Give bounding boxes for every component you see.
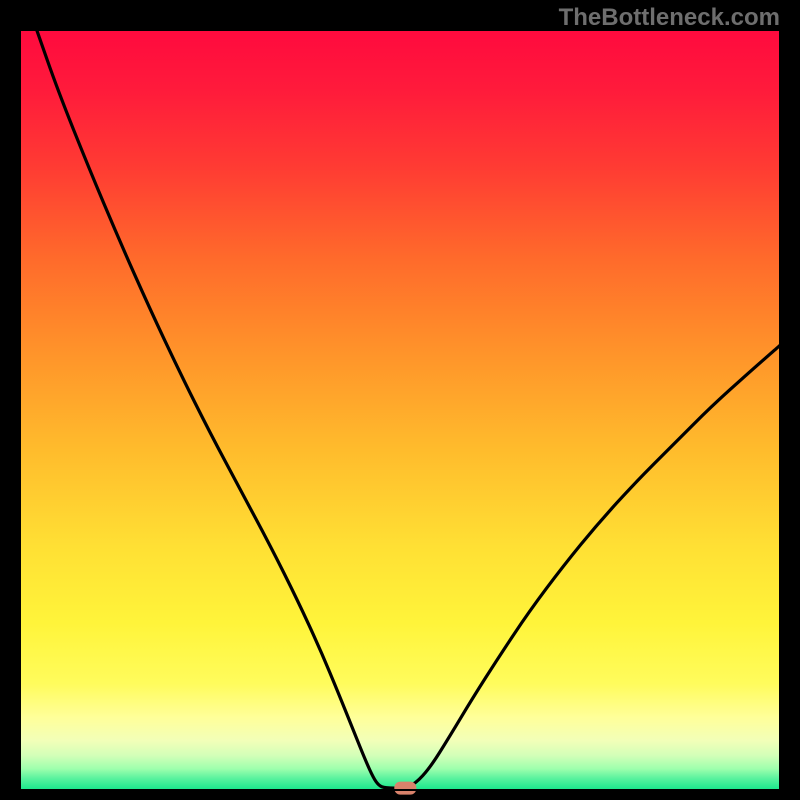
optimal-point-marker <box>394 782 416 795</box>
source-watermark: TheBottleneck.com <box>559 4 780 32</box>
chart-container: TheBottleneck.com <box>0 0 800 800</box>
bottleneck-chart <box>0 0 800 800</box>
